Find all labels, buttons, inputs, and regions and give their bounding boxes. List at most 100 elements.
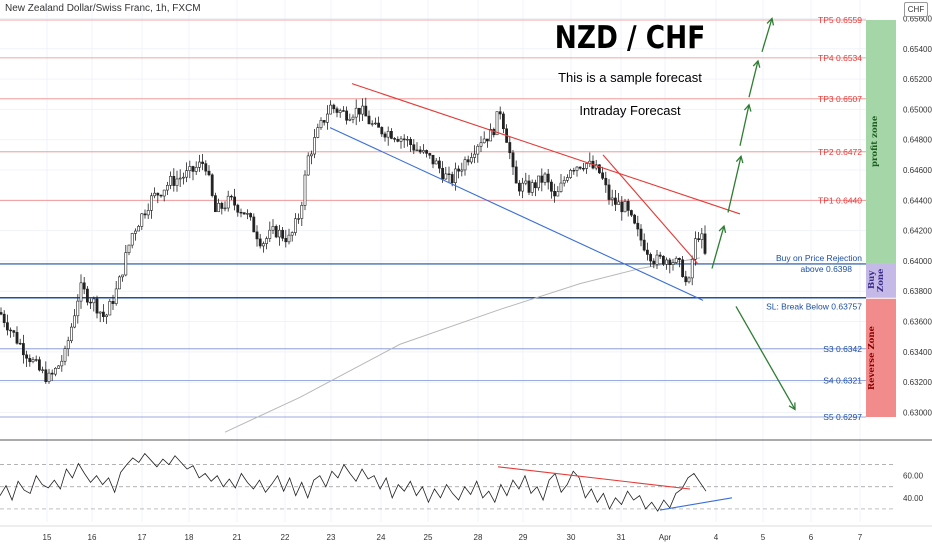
candle-body — [527, 180, 531, 193]
candle-body — [207, 170, 211, 176]
candle-body — [50, 372, 54, 375]
candle-body — [47, 372, 51, 382]
candle-body — [437, 160, 441, 169]
candle-body — [102, 311, 105, 317]
rsi-trend-line — [659, 497, 733, 511]
candle-body — [303, 174, 307, 206]
time-tick-label: 16 — [88, 533, 97, 542]
candle-body — [476, 145, 480, 155]
forecast-arrow-head — [718, 224, 727, 234]
candle-body — [150, 195, 153, 211]
candle-body — [633, 214, 637, 224]
rsi-trend-line — [497, 466, 691, 490]
candle-body — [73, 315, 77, 328]
candle-body — [453, 168, 457, 184]
candle-body — [0, 312, 3, 315]
price-axis: 0.65600 0.65400 0.65200 0.65000 0.64800 0.646… — [896, 0, 932, 522]
candle-body — [581, 167, 585, 170]
candle-body — [457, 168, 461, 172]
buy-zone-bar — [866, 263, 896, 298]
candle-body — [524, 180, 528, 184]
candle-body — [2, 313, 6, 323]
candle-body — [130, 233, 134, 246]
candle-body — [485, 138, 489, 142]
reverse-zone-text: Reverse Zone — [867, 326, 877, 391]
candle-body — [431, 154, 435, 165]
candle-body — [613, 197, 617, 205]
candle-body — [377, 122, 381, 128]
candle-body — [661, 255, 665, 265]
time-tick-label: 7 — [858, 533, 863, 542]
price-tick-label: 0.64400 — [903, 196, 932, 205]
candle-body — [521, 182, 525, 192]
ma-line — [224, 257, 701, 433]
candle-body — [105, 314, 109, 317]
candle-body — [146, 210, 150, 216]
candle-body — [98, 311, 102, 314]
candle-body — [466, 159, 470, 163]
candle-body — [127, 244, 131, 253]
candle-body — [287, 234, 291, 243]
candle-body — [434, 160, 438, 165]
candle-body — [652, 260, 656, 265]
candle-body — [460, 169, 464, 172]
forecast-arrow-shaft — [761, 18, 773, 53]
candle-body — [530, 182, 534, 193]
candle-body — [479, 142, 483, 147]
candle-body — [489, 129, 493, 142]
candle-body — [322, 120, 326, 123]
candle-body — [495, 111, 499, 136]
candle-body — [473, 153, 477, 158]
candle-body — [60, 360, 64, 367]
candle-body — [25, 354, 29, 359]
candle-body — [290, 232, 294, 236]
candle-body — [415, 149, 419, 152]
candle-body — [201, 161, 205, 164]
currency-badge[interactable]: CHF — [904, 2, 928, 17]
candle-body — [137, 226, 141, 232]
candle-body — [463, 159, 467, 171]
candle-body — [159, 194, 163, 197]
rsi-panel: 60.00 40.00 — [0, 439, 932, 512]
candle-body — [309, 153, 313, 157]
forecast-arrow-head — [735, 155, 744, 164]
candle-body — [249, 213, 253, 218]
candle-body — [562, 179, 566, 184]
buy-level-label-2: above 0.6398 — [800, 264, 852, 274]
candle-body — [607, 184, 611, 200]
candle-body — [572, 170, 576, 172]
chart-subtitle-2: Intraday Forecast — [579, 103, 681, 118]
candle-body — [373, 122, 377, 125]
level-label: S4 0.6321 — [823, 376, 862, 386]
forecast-arrow-head — [766, 17, 775, 26]
candle-body — [565, 177, 569, 181]
candle-body — [684, 276, 688, 283]
time-tick-label: 28 — [474, 533, 483, 542]
candle-body — [271, 226, 275, 231]
time-tick-label: 5 — [761, 533, 766, 542]
candle-body — [44, 369, 48, 382]
forecast-arrow-head — [752, 59, 761, 68]
candle-body — [348, 118, 352, 121]
buy-level-label: Buy on Price Rejection — [776, 253, 862, 263]
candle-body — [28, 357, 32, 363]
candle-body — [316, 127, 320, 138]
candle-body — [623, 200, 627, 213]
time-tick-label: 18 — [185, 533, 194, 542]
forecast-arrow-shaft — [711, 225, 725, 269]
price-tick-label: 0.64800 — [903, 136, 932, 145]
time-tick-label: 17 — [138, 533, 147, 542]
candle-body — [162, 189, 166, 197]
candle-body — [82, 282, 86, 290]
candle-body — [370, 123, 374, 125]
candle-body — [597, 164, 601, 174]
candle-body — [396, 139, 400, 142]
candle-body — [325, 113, 329, 123]
candle-body — [498, 111, 502, 115]
candle-body — [444, 173, 448, 180]
candle-body — [511, 152, 515, 168]
price-tick-label: 0.63800 — [903, 287, 932, 296]
candle-body — [620, 201, 624, 213]
candle-body — [345, 110, 349, 121]
forecast-arrow-shaft — [735, 306, 796, 410]
